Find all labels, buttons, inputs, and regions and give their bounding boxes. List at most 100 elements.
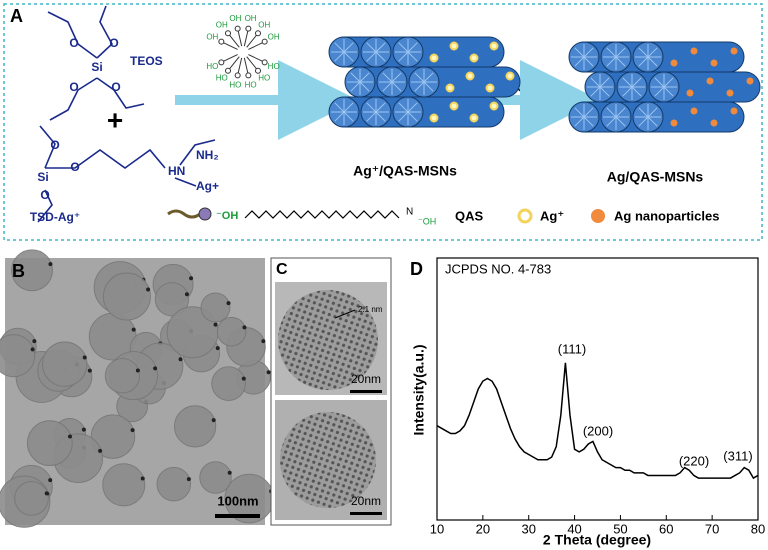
pore-spoke: [391, 81, 402, 92]
panel-label: D: [410, 259, 423, 279]
ag-dot: [140, 476, 145, 481]
particle-dot: [445, 83, 455, 93]
pore-spoke: [398, 51, 409, 62]
ag-dot: [82, 355, 87, 360]
pore-spoke: [638, 107, 649, 118]
particle: [41, 341, 88, 387]
atom-label: O: [70, 160, 79, 174]
x-tick-label: 10: [430, 521, 444, 536]
pore-spoke: [398, 111, 409, 122]
pore-spoke: [343, 42, 354, 53]
pore-spoke: [615, 107, 626, 118]
scale-bar-label: 20nm: [351, 372, 381, 386]
pore-spoke: [590, 77, 601, 88]
pore-spoke: [414, 72, 425, 83]
particle-dot: [730, 107, 738, 115]
ag-dot: [67, 434, 72, 439]
pore-spoke: [638, 47, 649, 58]
pore-spoke: [334, 111, 345, 122]
micelle-head: [234, 72, 241, 79]
particle-dot: [670, 59, 678, 67]
particle-dot: [429, 53, 439, 63]
ag-dot: [213, 322, 218, 327]
particle-dot: [710, 119, 718, 127]
micelle-label: OH: [229, 14, 241, 23]
surfactant-tail: [167, 209, 201, 219]
scale-bar-label: 100nm: [217, 493, 258, 508]
scale-bar-label: 20nm: [351, 494, 381, 508]
x-axis-label: 2 Theta (degree): [543, 532, 651, 548]
pore-spoke: [606, 47, 617, 58]
micelle-head: [261, 38, 268, 45]
particle: [211, 366, 246, 401]
micelle-head: [245, 72, 252, 79]
micelle-head: [234, 25, 241, 32]
ag-ion-symbol: [517, 208, 533, 224]
ag-np-symbol: [591, 209, 605, 223]
ag-dot: [30, 347, 35, 352]
micelle-head: [254, 67, 261, 74]
pore-spoke: [350, 81, 361, 92]
pore-spoke: [583, 47, 594, 58]
micelle-chain: [237, 30, 243, 47]
particle-dot: [489, 101, 499, 111]
particle-dot: [489, 41, 499, 51]
atom-label: Si: [37, 170, 48, 184]
atom-label: O: [40, 188, 49, 202]
particle: [216, 316, 247, 347]
pore-spoke: [574, 56, 585, 67]
pore-spoke: [359, 81, 370, 92]
annotation: (200): [583, 423, 613, 438]
ag-dot: [215, 346, 220, 351]
counterion-label: ⁻OH: [216, 210, 238, 222]
particle: [14, 481, 49, 516]
qas-chain: [244, 210, 400, 219]
micelle-head: [218, 38, 225, 45]
pore-spoke: [407, 51, 418, 62]
micelle-label: OH: [258, 21, 270, 30]
pore-spoke: [407, 42, 418, 53]
pore-spoke: [663, 77, 674, 88]
micelle-chain: [243, 57, 249, 74]
particle-dot: [485, 83, 495, 93]
atom-label: Si: [91, 60, 102, 74]
micelle-chain: [228, 56, 240, 70]
pore-spoke: [343, 111, 354, 122]
micelle-label: OH: [268, 32, 280, 41]
particle: [200, 292, 231, 323]
pore-spoke: [615, 116, 626, 127]
particle-dot: [690, 107, 698, 115]
ag-dot: [87, 368, 92, 373]
micelle-label: HO: [268, 62, 280, 71]
plus-sign: +: [107, 104, 123, 135]
panel-label: B: [12, 261, 25, 281]
pore-spoke: [350, 72, 361, 83]
particle: [154, 282, 190, 317]
pore-spoke: [583, 107, 594, 118]
particle: [11, 249, 53, 292]
legend-label: QAS: [455, 208, 484, 223]
particle: [102, 272, 151, 321]
ag-dot: [48, 478, 53, 483]
pore-spoke: [631, 77, 642, 88]
pore-spoke: [622, 77, 633, 88]
product-label: Ag/QAS-MSNs: [607, 169, 704, 185]
micelle-head: [218, 59, 225, 66]
pore-spoke: [638, 56, 649, 67]
ag-dot: [186, 477, 191, 482]
ag-dot: [227, 470, 232, 475]
legend-label: Ag nanoparticles: [614, 208, 719, 223]
pore-spoke: [375, 42, 386, 53]
atom-label: O: [50, 138, 59, 152]
pore-spoke: [574, 47, 585, 58]
particle-dot: [449, 101, 459, 111]
micelle-chain: [246, 34, 258, 48]
pore-spoke: [663, 86, 674, 97]
pore-spoke: [366, 102, 377, 113]
ion-label: Ag+: [196, 179, 219, 193]
amine-label: NH₂: [196, 148, 219, 162]
pore-spoke: [574, 107, 585, 118]
micelle-head: [225, 67, 232, 74]
ag-dot: [184, 292, 189, 297]
